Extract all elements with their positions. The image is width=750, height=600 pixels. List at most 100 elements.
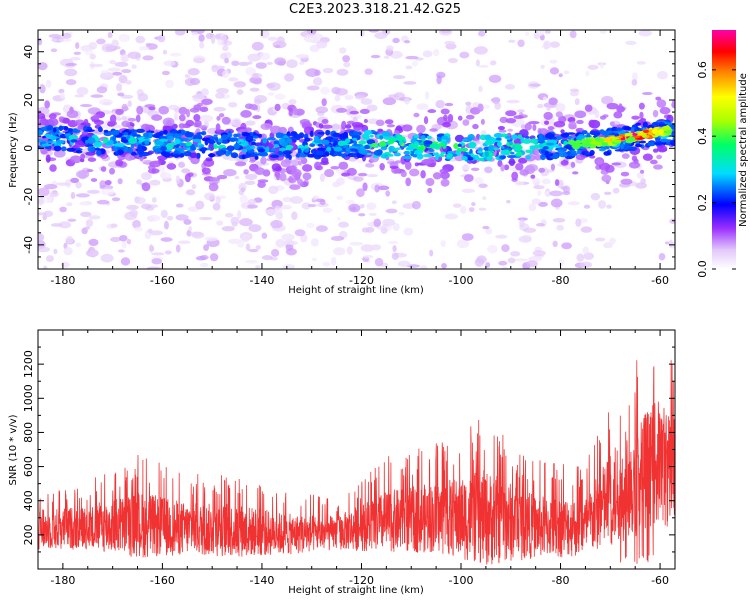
spectrogram-noise-blob bbox=[43, 210, 54, 217]
spectrogram-ridge-blob bbox=[239, 139, 245, 144]
spectrogram-noise-blob bbox=[204, 236, 218, 242]
spectrogram-noise-blob bbox=[342, 55, 351, 63]
spectrogram-noise-blob bbox=[612, 187, 620, 194]
spectrogram-noise-blob bbox=[526, 260, 538, 268]
spectrogram-noise-blob bbox=[444, 40, 456, 46]
spectrogram-ridge-blob bbox=[221, 147, 229, 151]
spectrogram-noise-blob bbox=[261, 255, 273, 261]
spectrogram-noise-blob bbox=[575, 218, 582, 227]
spectrogram-ridge-blob bbox=[160, 146, 168, 151]
spectrogram-noise-blob bbox=[510, 251, 521, 257]
spectrogram-ridge-blob bbox=[461, 138, 470, 142]
spectrogram-noise-blob bbox=[485, 262, 491, 268]
spectrogram-band-blob bbox=[320, 124, 333, 129]
spectrogram-band-blob bbox=[601, 174, 612, 183]
spectrogram-ridge-blob bbox=[192, 138, 202, 143]
spectrogram-band-blob bbox=[606, 102, 619, 110]
spectrogram-ridge-blob bbox=[622, 144, 630, 151]
snr-y-tick-label-5: 1200 bbox=[22, 350, 35, 378]
spectrogram-ridge-blob bbox=[557, 149, 564, 153]
spectrogram-ridge-blob bbox=[620, 143, 624, 150]
spectrogram-band-blob bbox=[109, 167, 116, 175]
spectrogram-ridge-blob bbox=[269, 154, 280, 158]
spectrogram-noise-blob bbox=[382, 97, 397, 106]
spectrogram-ridge-blob bbox=[68, 134, 79, 140]
spectrogram-band-blob bbox=[611, 162, 622, 166]
spectrogram-ridge-blob bbox=[358, 148, 368, 155]
spectrogram-ridge-blob bbox=[163, 129, 168, 135]
spectrogram-ridge-blob bbox=[41, 143, 51, 147]
spectrogram-noise-blob bbox=[126, 238, 132, 245]
spectrogram-noise-blob bbox=[501, 266, 509, 269]
spectrogram-band-blob bbox=[185, 119, 195, 127]
spectrogram-band-blob bbox=[208, 182, 219, 192]
spectrogram-band-blob bbox=[151, 114, 163, 121]
spectrogram-ridge-blob bbox=[430, 141, 439, 145]
spectrogram-noise-blob bbox=[391, 252, 399, 260]
spectrogram-band-blob bbox=[532, 124, 537, 131]
spectrogram-band-blob bbox=[288, 175, 294, 183]
spectrogram-ridge-blob bbox=[304, 144, 309, 149]
spectrogram-noise-blob bbox=[289, 196, 303, 204]
snr-x-tick-label-2: -140 bbox=[249, 574, 274, 587]
spectrogram-noise-blob bbox=[359, 30, 365, 37]
spectrogram-hot-blob bbox=[654, 132, 660, 136]
spectrogram-ridge-blob bbox=[634, 143, 643, 148]
spectrogram-noise-blob bbox=[562, 185, 571, 193]
spectrogram-ridge-blob bbox=[329, 150, 336, 154]
spectrogram-noise-blob bbox=[537, 190, 542, 196]
spectrogram-band-blob bbox=[274, 103, 281, 112]
spectrogram-y-tick-label-2: 0 bbox=[22, 145, 35, 152]
spectrogram-noise-blob bbox=[39, 83, 45, 91]
spectrogram-band-blob bbox=[472, 123, 479, 130]
spectrogram-noise-blob bbox=[50, 48, 58, 53]
spectrogram-noise-blob bbox=[58, 221, 72, 229]
spectrogram-ridge-blob bbox=[297, 144, 305, 149]
spectrogram-ridge-blob bbox=[566, 151, 572, 155]
spectrogram-noise-blob bbox=[422, 50, 433, 58]
spectrogram-noise-blob bbox=[320, 86, 330, 95]
spectrogram-ridge-blob bbox=[273, 140, 280, 146]
spectrogram-band-blob bbox=[290, 168, 302, 178]
spectrogram-band-blob bbox=[379, 163, 385, 171]
colorbar-tick-label-3: 0.6 bbox=[696, 61, 709, 79]
spectrogram-band-blob bbox=[423, 116, 429, 125]
spectrogram-noise-blob bbox=[583, 204, 591, 209]
spectrogram-noise-blob bbox=[520, 124, 526, 130]
spectrogram-noise-blob bbox=[542, 96, 548, 101]
spectrogram-noise-blob bbox=[314, 69, 321, 76]
spectrogram-ridge-blob bbox=[199, 148, 206, 152]
spectrogram-band-blob bbox=[62, 117, 70, 124]
snr-panel: -180 -160 -140 -120 -100 -80 -60 200 400 600 800 10… bbox=[8, 329, 676, 596]
spectrogram-ridge-blob bbox=[304, 137, 311, 142]
spectrogram-noise-blob bbox=[338, 47, 347, 54]
spectrogram-noise-blob bbox=[238, 61, 250, 66]
spectrogram-noise-blob bbox=[516, 109, 525, 113]
spectrogram-noise-blob bbox=[267, 82, 281, 91]
spectrogram-ridge-blob bbox=[457, 143, 462, 147]
spectrogram-ridge-blob bbox=[506, 154, 516, 159]
spectrogram-ridge-blob bbox=[67, 128, 73, 133]
spectrogram-noise-blob bbox=[474, 258, 485, 267]
spectrogram-noise-blob bbox=[585, 70, 590, 77]
spectrogram-noise-blob bbox=[599, 30, 608, 35]
spectrogram-hot-blob bbox=[641, 133, 647, 138]
spectrogram-noise-blob bbox=[268, 92, 275, 96]
spectrogram-noise-blob bbox=[429, 249, 434, 257]
spectrogram-noise-blob bbox=[174, 30, 186, 36]
spectrogram-noise-blob bbox=[74, 94, 85, 98]
spectrogram-band-blob bbox=[240, 110, 252, 118]
spectrogram-noise-blob bbox=[315, 106, 329, 114]
spectrogram-noise-blob bbox=[346, 199, 355, 205]
spectrogram-noise-blob bbox=[224, 57, 229, 64]
spectrogram-noise-blob bbox=[594, 237, 606, 242]
spectrogram-ridge-blob bbox=[671, 125, 675, 130]
spectrogram-ridge-blob bbox=[137, 148, 145, 155]
spectrogram-noise-blob bbox=[162, 49, 168, 55]
spectrogram-band-blob bbox=[659, 107, 671, 115]
spectrogram-ridge-blob bbox=[500, 145, 505, 149]
spectrogram-noise-blob bbox=[127, 51, 141, 59]
spectrogram-ridge-blob bbox=[143, 132, 150, 138]
spectrogram-noise-blob bbox=[112, 124, 122, 129]
spectrogram-noise-blob bbox=[215, 33, 221, 39]
